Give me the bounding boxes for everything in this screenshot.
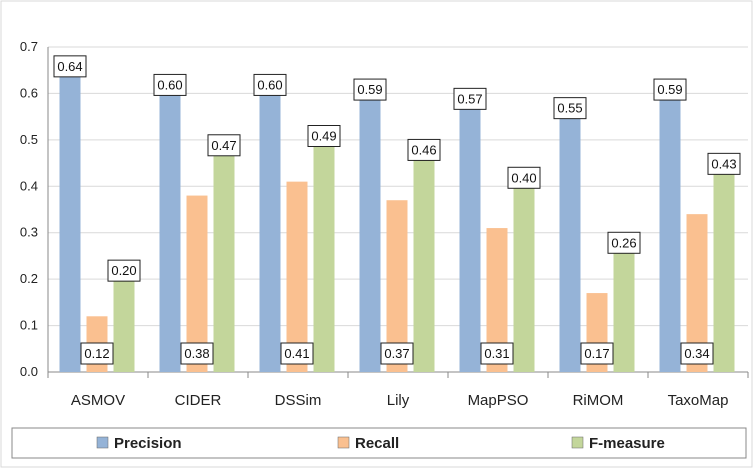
data-label-box [653, 78, 687, 101]
data-label: 0.41 [284, 346, 309, 361]
data-label: 0.37 [384, 346, 409, 361]
bar [259, 93, 281, 372]
bar [113, 279, 135, 372]
data-label-box [407, 138, 441, 161]
bar [686, 214, 708, 372]
data-label-box [53, 55, 87, 78]
data-label: 0.59 [657, 82, 682, 97]
bar [313, 144, 335, 372]
bar [486, 228, 508, 372]
data-label-box [353, 78, 387, 101]
data-label-box [380, 342, 414, 365]
bar [213, 153, 235, 372]
data-label: 0.17 [584, 346, 609, 361]
data-label-box [180, 342, 214, 365]
legend-box [11, 427, 747, 459]
legend-swatch [571, 436, 584, 449]
y-tick-label: 0.2 [20, 271, 38, 286]
data-label-box [480, 342, 514, 365]
data-label: 0.40 [511, 170, 536, 185]
category-label: MapPSO [468, 392, 529, 409]
data-label: 0.57 [457, 91, 482, 106]
data-label-box [107, 259, 141, 282]
bar [186, 195, 208, 372]
y-tick-label: 0.1 [20, 318, 38, 333]
data-label: 0.46 [411, 142, 436, 157]
data-label-box [80, 342, 114, 365]
y-tick-label: 0.6 [20, 85, 38, 100]
data-label: 0.49 [311, 129, 336, 144]
data-label: 0.60 [157, 77, 182, 92]
category-label: RiMOM [573, 392, 624, 409]
data-label-box [580, 342, 614, 365]
category-label: TaxoMap [668, 392, 729, 409]
data-label-box [707, 152, 741, 175]
legend-swatch [96, 436, 109, 449]
bar [59, 74, 81, 372]
y-tick-label: 0.7 [20, 39, 38, 54]
data-label-box [453, 87, 487, 110]
data-label: 0.60 [257, 77, 282, 92]
legend-label: Precision [114, 435, 182, 452]
bar [659, 98, 681, 373]
bar [559, 116, 581, 373]
category-label: ASMOV [71, 392, 125, 409]
data-label: 0.55 [557, 101, 582, 116]
data-label: 0.26 [611, 235, 636, 250]
data-label-box [507, 166, 541, 189]
data-label-box [607, 231, 641, 254]
data-label: 0.38 [184, 346, 209, 361]
data-label-box [253, 73, 287, 96]
bar [713, 172, 735, 372]
category-label: Lily [387, 392, 410, 409]
data-label-box [153, 73, 187, 96]
bar [413, 158, 435, 372]
bar [386, 200, 408, 372]
bar [459, 107, 481, 372]
bar [613, 251, 635, 372]
data-labels: 0.64 0.60 0.60 0.59 0.57 0.55 0.59 0.12 0.38 0.41… [53, 55, 741, 365]
data-label: 0.64 [57, 59, 82, 74]
data-label-box [680, 342, 714, 365]
y-tick-label: 0.0 [20, 364, 38, 379]
data-label-box [307, 125, 341, 147]
category-label: DSSim [275, 392, 322, 409]
bar [286, 181, 308, 372]
y-tick-label: 0.3 [20, 225, 38, 240]
data-label: 0.59 [357, 82, 382, 97]
data-label-box [553, 97, 587, 120]
legend-label: Recall [355, 435, 399, 452]
data-label: 0.12 [84, 346, 109, 361]
legend-label: F-measure [589, 435, 665, 452]
data-label: 0.43 [711, 156, 736, 171]
y-tick-label: 0.5 [20, 132, 38, 147]
legend: Precision Recall F-measure [11, 427, 747, 459]
bars [59, 74, 735, 373]
data-label: 0.31 [484, 346, 509, 361]
data-label: 0.47 [211, 138, 236, 153]
bar [513, 186, 535, 372]
data-label-box [207, 134, 241, 157]
bar [159, 93, 181, 372]
data-label: 0.20 [111, 263, 136, 278]
data-label: 0.34 [684, 346, 709, 361]
legend-swatch [337, 436, 350, 449]
data-label-box [280, 342, 314, 365]
bar [359, 98, 381, 373]
category-label: CIDER [175, 392, 222, 409]
y-tick-label: 0.4 [20, 178, 38, 193]
